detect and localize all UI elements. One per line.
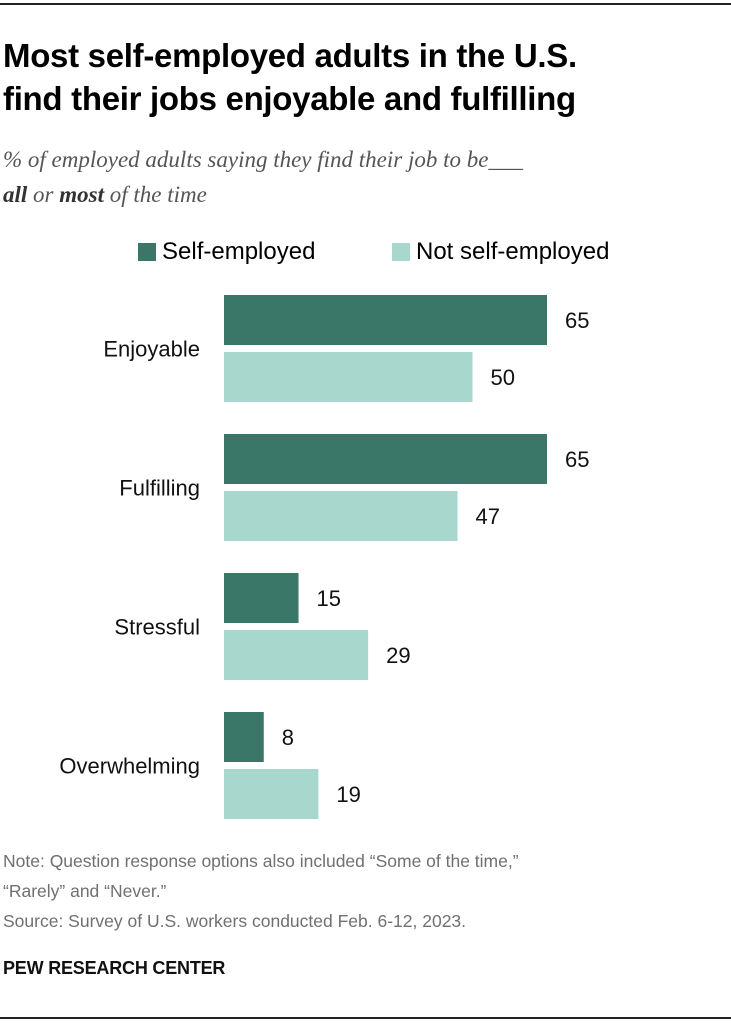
- value-label-overwhelming-self-employed: 8: [282, 725, 294, 750]
- bar-stressful-self-employed: [224, 573, 299, 623]
- legend-swatch-self-employed: [138, 243, 156, 261]
- category-label-overwhelming: Overwhelming: [59, 754, 200, 779]
- category-label-stressful: Stressful: [114, 615, 200, 640]
- bar-overwhelming-not-self-employed: [224, 769, 319, 819]
- bar-enjoyable-not-self-employed: [224, 352, 473, 402]
- value-label-fulfilling-not-self-employed: 47: [476, 504, 500, 529]
- subtitle-line-2: all or most of the time: [3, 177, 723, 212]
- value-label-overwhelming-not-self-employed: 19: [336, 782, 360, 807]
- title-line-1: Most self-employed adults in the U.S.: [3, 37, 577, 74]
- title-line-2: find their jobs enjoyable and fulfilling: [3, 80, 576, 117]
- value-label-enjoyable-self-employed: 65: [565, 308, 589, 333]
- subtitle-bold-all: all: [3, 182, 28, 207]
- bar-overwhelming-self-employed: [224, 712, 264, 762]
- value-label-stressful-not-self-employed: 29: [386, 643, 410, 668]
- category-label-fulfilling: Fulfilling: [119, 476, 200, 501]
- note-line-2: “Rarely” and “Never.”: [3, 881, 167, 901]
- legend-item-not-self-employed: Not self-employed: [392, 238, 609, 266]
- legend-label-not-self-employed: Not self-employed: [416, 238, 610, 265]
- note-line-1: Note: Question response options also inc…: [3, 851, 519, 871]
- chart-legend: Self-employed Not self-employed: [0, 238, 731, 272]
- bar-fulfilling-not-self-employed: [224, 491, 458, 541]
- value-label-enjoyable-not-self-employed: 50: [490, 365, 514, 390]
- footer-org: PEW RESEARCH CENTER: [3, 958, 226, 978]
- chart-notes: Note: Question response options also inc…: [3, 846, 723, 936]
- subtitle-line-1: % of employed adults saying they find th…: [3, 147, 523, 172]
- value-label-stressful-self-employed: 15: [317, 586, 341, 611]
- source-line: Source: Survey of U.S. workers conducted…: [3, 911, 467, 931]
- chart-title: Most self-employed adults in the U.S. fi…: [3, 34, 723, 120]
- value-label-fulfilling-self-employed: 65: [565, 447, 589, 472]
- category-label-enjoyable: Enjoyable: [103, 337, 200, 362]
- legend-label-self-employed: Self-employed: [162, 238, 316, 265]
- subtitle-bold-most: most: [59, 182, 104, 207]
- subtitle-tail: of the time: [103, 182, 207, 207]
- legend-swatch-not-self-employed: [392, 243, 410, 261]
- bar-enjoyable-self-employed: [224, 295, 547, 345]
- top-rule: [0, 3, 731, 5]
- bar-stressful-not-self-employed: [224, 630, 369, 680]
- subtitle-or: or: [27, 182, 60, 207]
- bottom-rule: [0, 1017, 731, 1019]
- chart-subtitle: % of employed adults saying they find th…: [3, 142, 723, 212]
- legend-item-self-employed: Self-employed: [138, 238, 315, 266]
- bar-fulfilling-self-employed: [224, 434, 547, 484]
